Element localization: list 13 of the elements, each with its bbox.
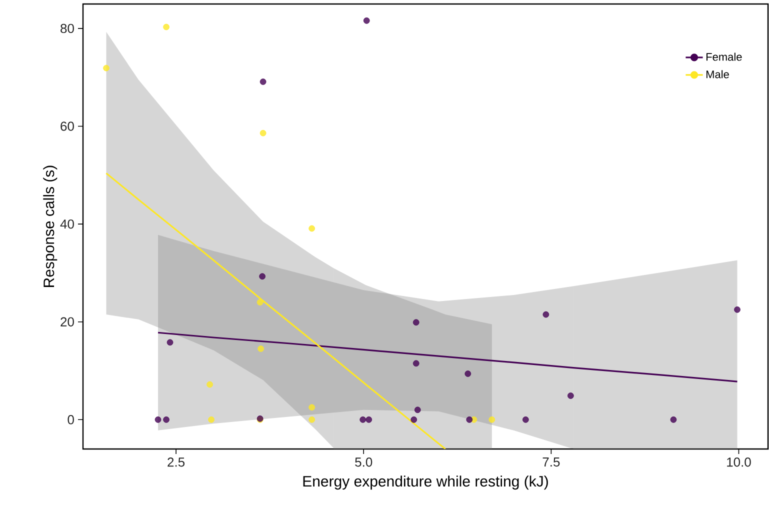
x-tick-label: 5.0: [355, 458, 372, 467]
y-tick-label: 20: [60, 317, 74, 326]
y-tick-label: 60: [60, 122, 74, 131]
x-tick-label: 10.0: [727, 458, 751, 467]
legend-label: Female: [706, 52, 742, 61]
y-tick-label: 40: [60, 219, 74, 229]
y-tick-label: 0: [68, 415, 74, 424]
legend-label: Male: [706, 70, 729, 78]
y-axis-title: Response calls (s): [43, 166, 58, 287]
y-tick-label: 80: [60, 24, 74, 34]
x-axis-title: Energy expenditure while resting (kJ): [303, 476, 548, 490]
x-tick-label: 7.5: [542, 458, 560, 467]
x-tick-label: 2.5: [168, 458, 185, 467]
